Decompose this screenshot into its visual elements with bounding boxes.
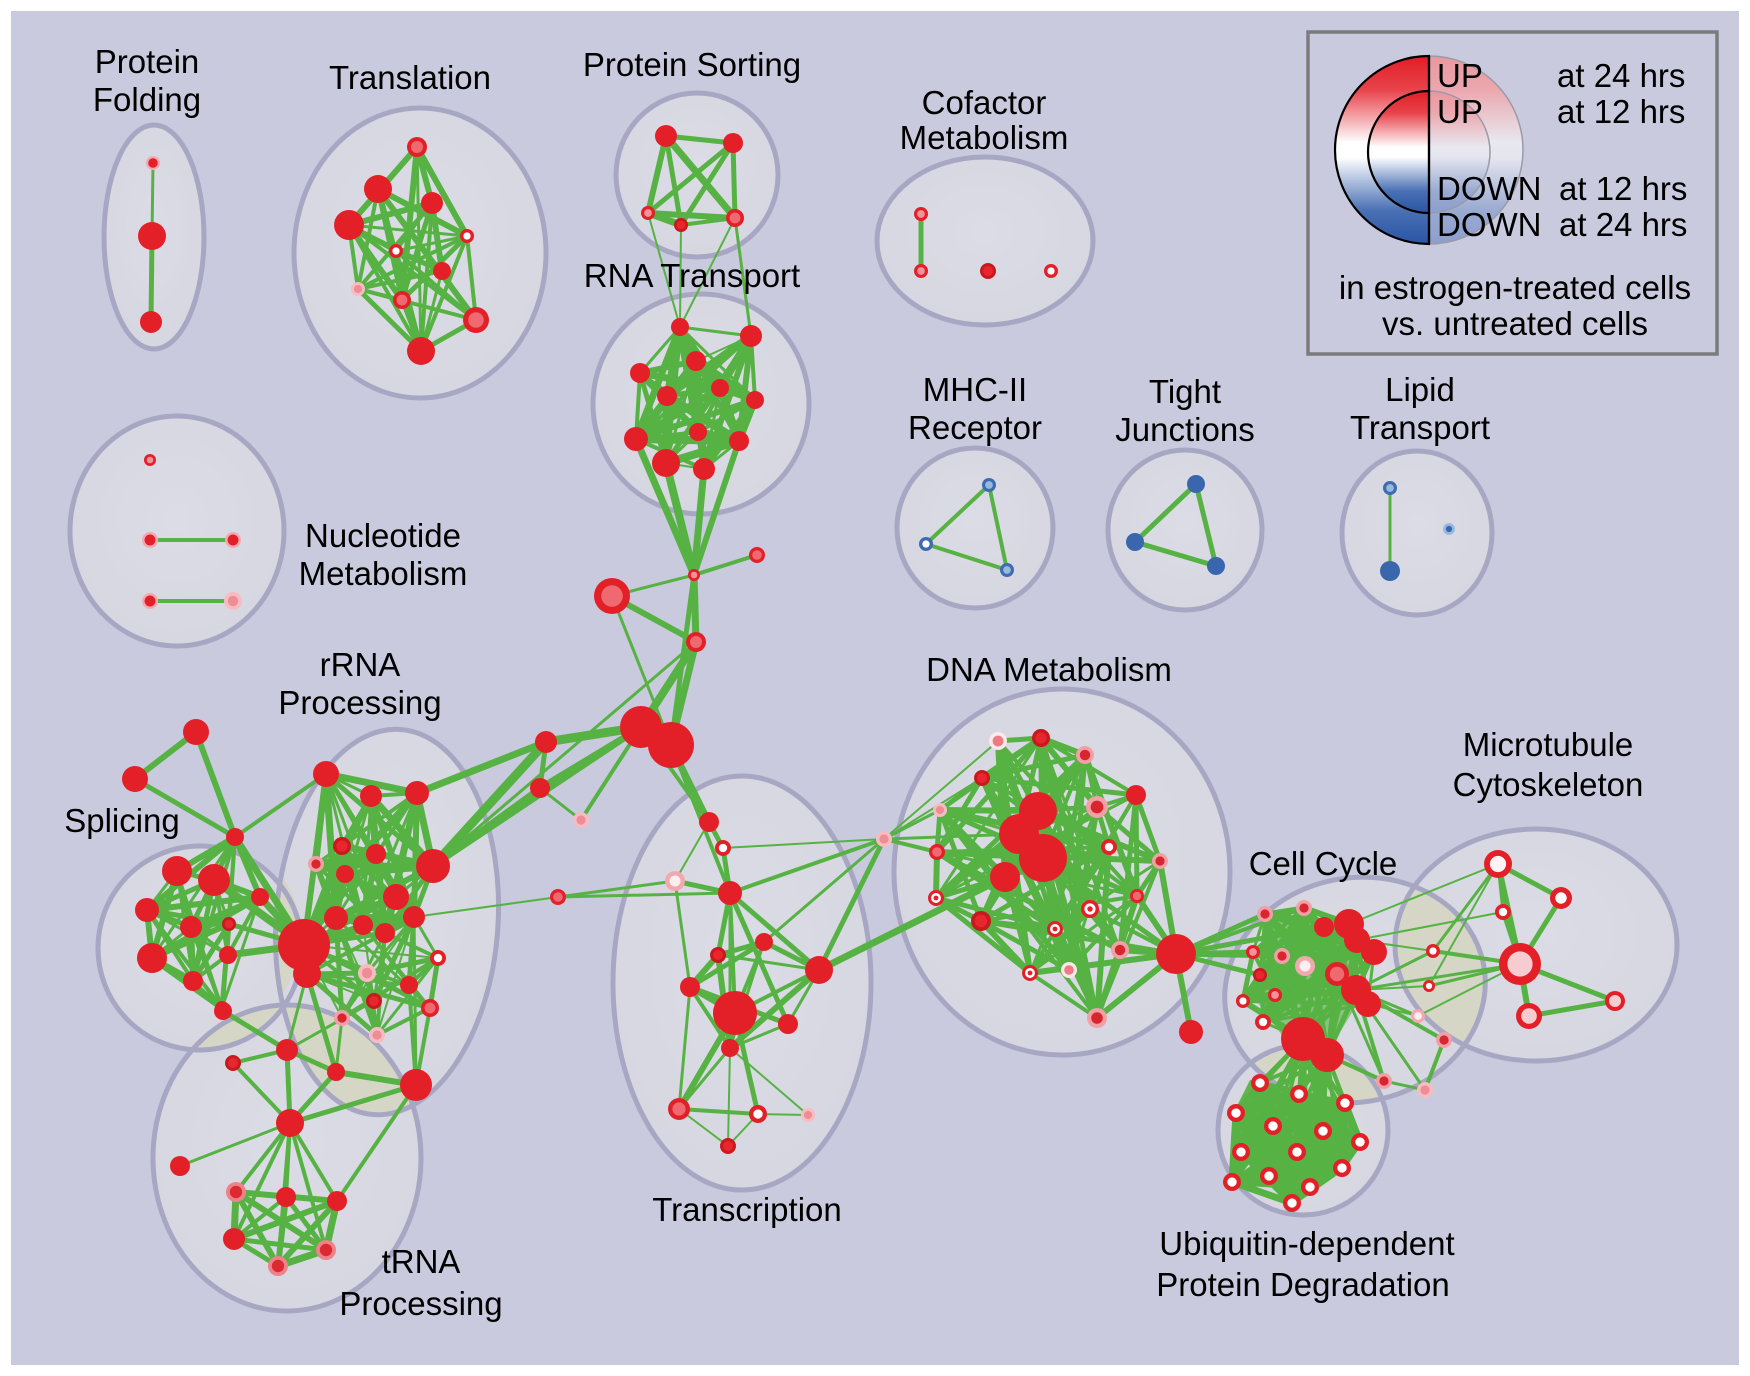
svg-text:Protein: Protein	[95, 43, 200, 80]
svg-text:Microtubule: Microtubule	[1463, 726, 1634, 763]
svg-text:UP: UP	[1437, 57, 1483, 94]
svg-text:DNA Metabolism: DNA Metabolism	[926, 651, 1172, 688]
svg-text:Translation: Translation	[329, 59, 491, 96]
svg-text:Receptor: Receptor	[908, 409, 1042, 446]
svg-text:at 12 hrs: at 12 hrs	[1559, 170, 1687, 207]
svg-text:at 24 hrs: at 24 hrs	[1557, 57, 1685, 94]
svg-text:Processing: Processing	[278, 684, 441, 721]
svg-text:Cofactor: Cofactor	[922, 84, 1047, 121]
svg-text:Metabolism: Metabolism	[900, 119, 1069, 156]
svg-text:Protein Degradation: Protein Degradation	[1156, 1266, 1450, 1303]
svg-text:Tight: Tight	[1149, 373, 1221, 410]
svg-text:RNA Transport: RNA Transport	[584, 257, 800, 294]
svg-text:Cell Cycle: Cell Cycle	[1249, 845, 1398, 882]
svg-text:at 12 hrs: at 12 hrs	[1557, 93, 1685, 130]
svg-text:Junctions: Junctions	[1115, 411, 1254, 448]
svg-text:Splicing: Splicing	[64, 802, 180, 839]
svg-text:at 24 hrs: at 24 hrs	[1559, 206, 1687, 243]
svg-text:Protein Sorting: Protein Sorting	[583, 46, 801, 83]
svg-text:DOWN: DOWN	[1437, 170, 1541, 207]
svg-text:in estrogen-treated cells: in estrogen-treated cells	[1339, 269, 1691, 306]
svg-text:Metabolism: Metabolism	[299, 555, 468, 592]
svg-text:rRNA: rRNA	[320, 646, 401, 683]
svg-text:Nucleotide: Nucleotide	[305, 517, 461, 554]
svg-text:Lipid: Lipid	[1385, 371, 1455, 408]
svg-text:Cytoskeleton: Cytoskeleton	[1453, 766, 1644, 803]
svg-text:MHC-II: MHC-II	[923, 371, 1027, 408]
svg-text:vs. untreated cells: vs. untreated cells	[1382, 305, 1648, 342]
svg-text:Processing: Processing	[339, 1285, 502, 1322]
svg-text:Folding: Folding	[93, 81, 201, 118]
svg-text:Transport: Transport	[1350, 409, 1490, 446]
svg-text:Transcription: Transcription	[652, 1191, 842, 1228]
svg-text:DOWN: DOWN	[1437, 206, 1541, 243]
svg-text:tRNA: tRNA	[382, 1243, 461, 1280]
svg-text:Ubiquitin-dependent: Ubiquitin-dependent	[1159, 1225, 1454, 1262]
svg-text:UP: UP	[1437, 93, 1483, 130]
